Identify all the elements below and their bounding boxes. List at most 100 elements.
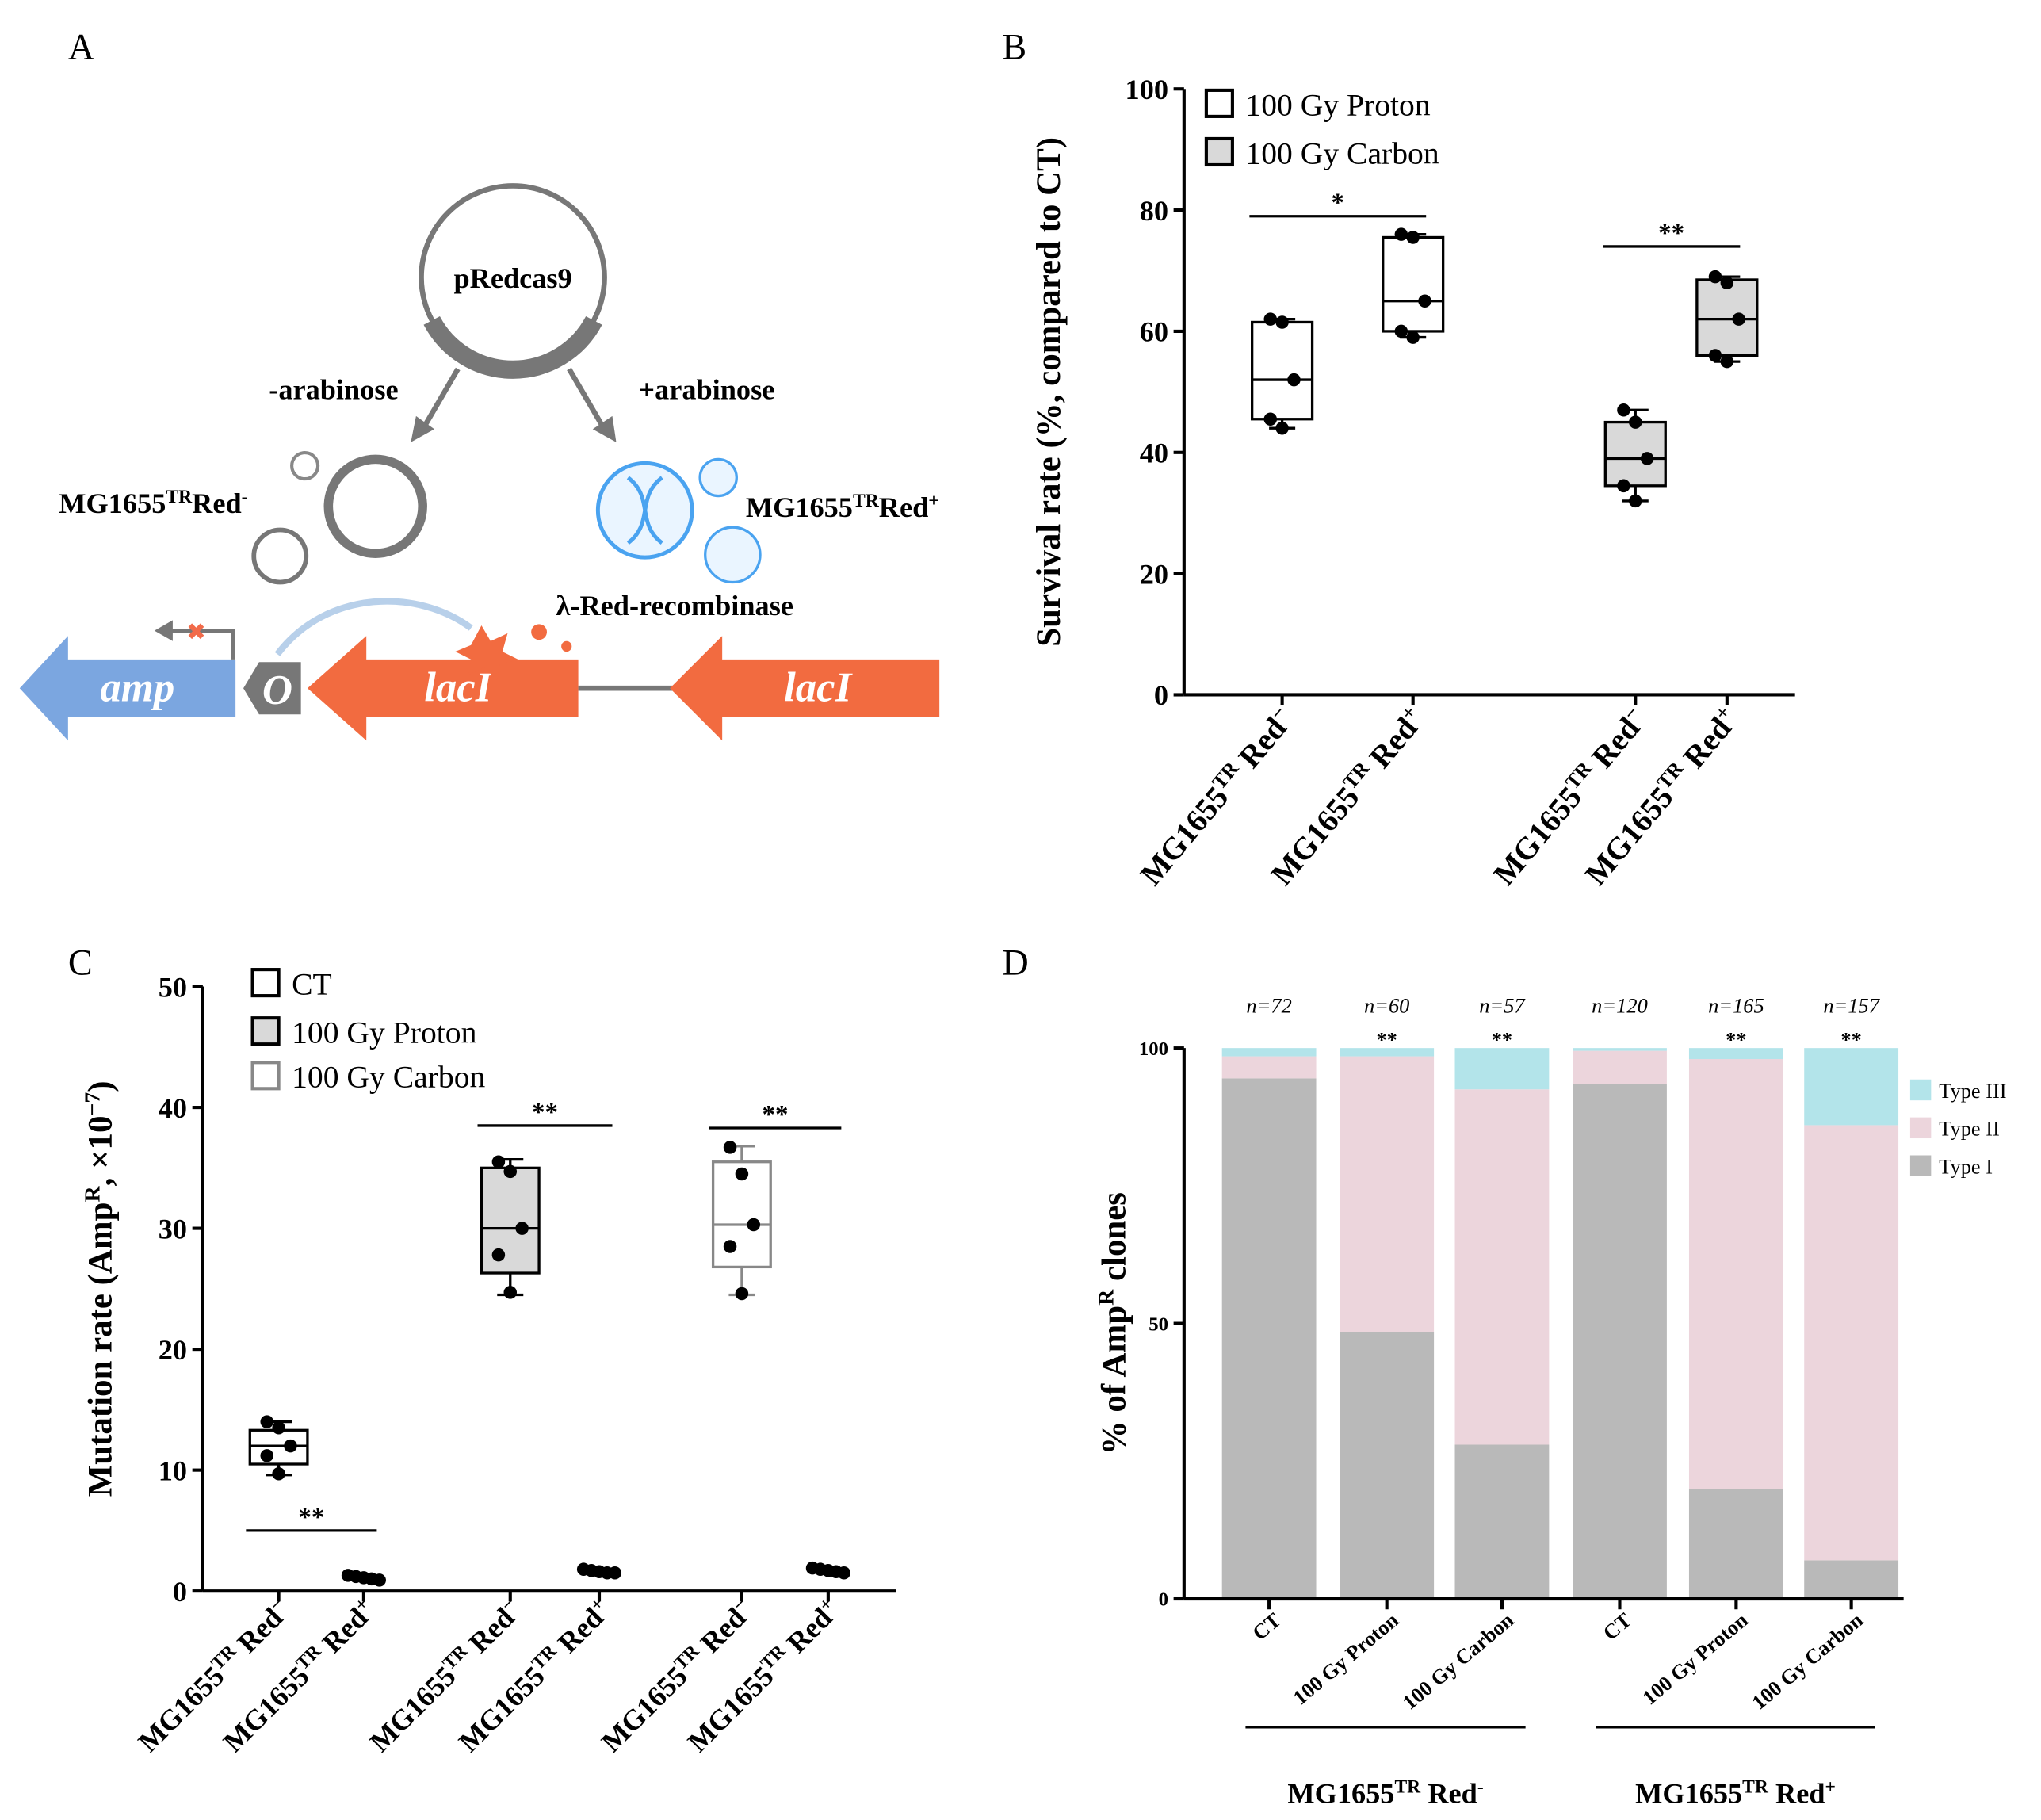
legend-label: Type III [1939,1079,2006,1103]
data-point [503,1286,518,1299]
data-point [1629,415,1642,429]
text-part: TR [1394,1777,1421,1798]
text-part: + [928,491,938,511]
gene-label: amp [100,665,174,711]
y-tick-label: 20 [159,1334,187,1366]
group-label: MG1655TR Red- [1287,1777,1483,1810]
data-point [1708,349,1722,362]
text-part: - [242,487,248,507]
text-part: −7 [80,1092,105,1116]
legend-label: Type II [1939,1117,2000,1141]
text-part: R [80,1185,105,1202]
significance-label: ** [1658,219,1684,247]
data-point [503,1164,518,1179]
text-part: % of Amp [1096,1306,1133,1455]
condition-label: +arabinose [638,373,774,405]
plasmid-copy [323,454,427,558]
text-part: TR [853,491,880,511]
x-tick-label: MG1655TR Red− [594,1593,759,1758]
data-point [1394,324,1408,338]
box [1603,420,1667,488]
group-label: MG1655TR Red+ [1635,1777,1836,1810]
x-tick-label: MG1655TR Red− [132,1593,296,1758]
count-label: n=72 [1246,994,1291,1018]
bar-segment [1688,1489,1783,1600]
gene-label: lacI [424,665,494,711]
legend-swatch [1909,1117,1932,1139]
count-label: n=157 [1823,994,1880,1018]
legend-label: Type I [1939,1155,1993,1179]
strain-label: MG1655TRRed+ [746,491,939,523]
text-part: MG1655 [682,1660,780,1758]
y-tick-label: 10 [159,1455,187,1486]
significance-label: ** [1840,1027,1861,1051]
x-tick-label: MG1655TR Red− [363,1593,528,1758]
legend-label: CT [292,966,332,1001]
bar-segment [1454,1089,1550,1445]
count-label: n=165 [1708,994,1764,1018]
legend-label: 100 Gy Proton [292,1015,476,1050]
text-part: , ×10 [82,1116,119,1187]
data-point [515,1222,529,1235]
panel-letter: D [1002,942,1028,983]
count-label: n=57 [1479,994,1526,1018]
recombinase-burst [455,625,518,681]
x-tick-label: MG1655TR Red+ [681,1593,846,1758]
data-point [1708,270,1722,284]
binding-arrow [274,598,473,656]
y-tick-label: 0 [1154,679,1168,711]
text-part: - [1477,1777,1484,1798]
text-part: Red [1420,1778,1477,1810]
data-point [260,1415,274,1428]
y-tick-label: 40 [1140,437,1168,468]
x-tick-label: CT [1248,1608,1286,1645]
text-part: R [1094,1289,1118,1306]
text-part: MG1655 [595,1660,694,1758]
text-part: + [1825,1777,1836,1798]
arrow-head [592,415,617,442]
data-point [1720,354,1734,369]
dna-icon [698,457,738,498]
significance-label: * [1332,189,1345,217]
x-tick-label: MG1655TR Red+ [452,1593,617,1758]
text-part: Red [192,488,242,519]
text-part: MG1655 [746,491,853,523]
bar-segment [1688,1048,1783,1060]
recombinase-label: λ-Red-recombinase [556,590,793,621]
data-point [491,1155,506,1168]
bar-segment [1340,1332,1435,1600]
text-part: MG1655 [132,1660,231,1758]
data-point [1275,421,1289,435]
text-part: MG1655 [1578,780,1680,892]
strain-label: MG1655TRRed- [59,487,247,519]
data-point [284,1439,297,1453]
y-tick-label: 50 [1149,1313,1168,1335]
data-point [1406,231,1420,244]
laci-gene [307,636,579,741]
significance-label: ** [1726,1027,1746,1051]
legend-swatch [1909,1155,1932,1176]
bar-segment [1454,1444,1550,1600]
data-point [723,1240,737,1253]
data-point [1275,315,1289,329]
box [1695,278,1759,358]
y-axis-label: Mutation rate (AmpR, ×10−7) [80,1080,119,1497]
y-tick-label: 60 [1140,316,1168,348]
legend-swatch [1204,88,1234,118]
y-tick-label: 50 [159,971,187,1003]
panel-a: A pRedcas9 -arabinose +arabinose MG1655T… [19,26,940,741]
bar-segment [1221,1078,1317,1600]
text-part: MG1655 [59,488,166,519]
data-point [260,1449,274,1462]
arrow [567,367,609,434]
legend-swatch [250,1061,281,1091]
y-tick-label: 40 [159,1092,187,1124]
x-tick-label: 100 Gy Proton [1638,1608,1752,1709]
legend-label: 100 Gy Carbon [292,1060,485,1095]
bar-segment [1804,1560,1899,1600]
text-part: MG1655 [1487,780,1588,892]
promoter-arrow [154,620,173,641]
x-tick-label: 100 Gy Carbon [1747,1608,1867,1714]
legend-swatch [250,1016,281,1046]
